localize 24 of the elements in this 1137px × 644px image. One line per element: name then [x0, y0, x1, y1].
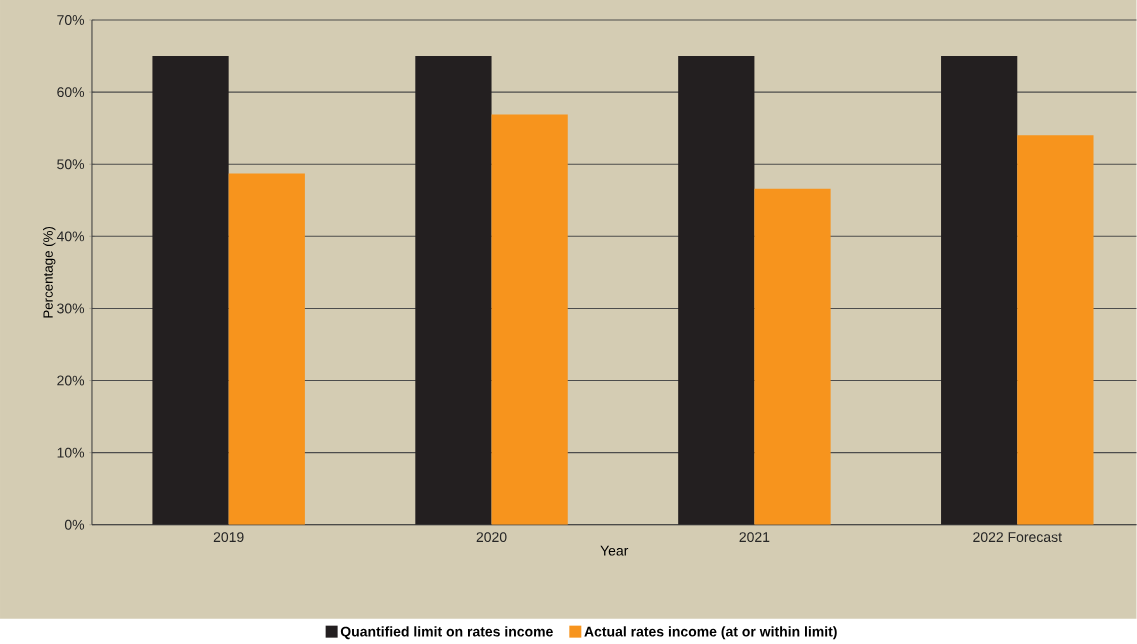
- x-tick-label: 2022 Forecast: [973, 532, 1062, 543]
- x-tick-label: 2019: [213, 532, 244, 543]
- y-tick-label: 0%: [64, 519, 85, 530]
- y-axis-title: Percentage (%): [43, 227, 56, 318]
- bar: [228, 173, 305, 525]
- legend-label: Quantified limit on rates income: [340, 626, 553, 640]
- bar: [491, 114, 568, 525]
- y-tick-label: 30%: [57, 303, 85, 314]
- y-tick-label: 50%: [57, 159, 85, 170]
- y-tick-label: 60%: [57, 87, 85, 98]
- x-axis-title: Year: [600, 546, 629, 556]
- x-tick-label: 2020: [476, 532, 507, 543]
- y-tick-label: 70%: [57, 15, 85, 26]
- legend-label: Actual rates income (at or within limit): [584, 626, 837, 640]
- bar: [152, 56, 229, 525]
- bar: [941, 56, 1018, 525]
- bar: [754, 188, 831, 525]
- bar: [1017, 135, 1094, 525]
- bar: [415, 56, 492, 525]
- y-tick-label: 20%: [57, 375, 85, 386]
- bar: [678, 56, 755, 525]
- y-tick-label: 40%: [56, 231, 85, 242]
- y-tick-label: 10%: [57, 447, 85, 458]
- x-tick-label: 2021: [739, 532, 770, 543]
